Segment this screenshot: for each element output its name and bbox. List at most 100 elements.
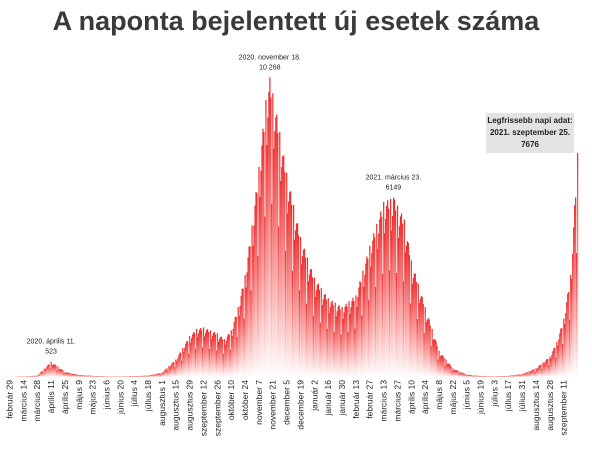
daily-bar [471, 375, 473, 377]
daily-bar [344, 306, 346, 377]
daily-bar [562, 344, 564, 377]
daily-bar [170, 365, 172, 377]
daily-bar [126, 376, 128, 377]
peak-annotation: 6149 [386, 185, 402, 192]
daily-bar [337, 306, 339, 377]
daily-bar [25, 376, 28, 377]
daily-bar [218, 339, 221, 378]
daily-bar [519, 374, 521, 377]
daily-bar [568, 291, 570, 377]
daily-bar [574, 205, 576, 377]
daily-bar [235, 316, 237, 377]
daily-bar [385, 218, 387, 377]
daily-bar [57, 366, 59, 377]
daily-bar [395, 272, 398, 377]
daily-bar [424, 307, 426, 377]
latest-value-callout-text: 7676 [521, 140, 539, 149]
daily-bar [400, 213, 403, 377]
daily-bar [567, 293, 569, 377]
daily-bar [467, 375, 469, 377]
daily-bar [264, 216, 266, 377]
daily-bar [357, 297, 359, 378]
daily-bar [169, 367, 171, 377]
daily-bar [559, 333, 561, 377]
daily-bar [148, 375, 150, 377]
daily-bar [401, 223, 404, 377]
daily-bar [244, 274, 246, 377]
daily-bar [483, 376, 486, 377]
daily-bar [305, 303, 308, 377]
daily-bar [220, 336, 223, 377]
daily-bar [63, 373, 65, 377]
daily-bar [58, 369, 60, 377]
daily-bar [140, 375, 142, 377]
daily-bar [480, 376, 482, 378]
daily-bar [434, 339, 436, 377]
daily-bar [378, 233, 380, 377]
daily-bar [292, 271, 294, 377]
daily-bar [469, 375, 471, 377]
daily-bar [262, 128, 264, 377]
daily-bar [572, 253, 574, 377]
daily-bar [487, 376, 490, 377]
daily-bar [330, 302, 332, 377]
daily-bar [108, 376, 111, 377]
daily-bar [277, 133, 279, 377]
daily-bar [238, 315, 240, 377]
daily-bar [450, 366, 452, 377]
daily-bar [322, 299, 324, 377]
daily-bar [242, 288, 244, 377]
daily-bar [459, 371, 461, 377]
daily-bar [212, 332, 215, 377]
daily-bar [146, 376, 148, 377]
daily-bar [159, 373, 161, 377]
daily-bar [207, 331, 210, 378]
daily-bar [192, 334, 194, 377]
daily-bar [290, 191, 292, 377]
daily-bar [350, 307, 352, 377]
daily-bar [138, 375, 140, 377]
daily-bar [252, 245, 254, 377]
daily-bar [123, 376, 126, 377]
daily-bar [387, 200, 389, 377]
daily-bar [463, 373, 465, 377]
daily-bar [561, 327, 563, 377]
daily-bar [551, 354, 553, 378]
daily-bar [436, 346, 438, 378]
daily-bar [324, 293, 326, 378]
daily-bar [514, 374, 516, 377]
daily-bar [398, 226, 401, 377]
daily-bar [348, 301, 350, 377]
daily-bar [447, 363, 449, 377]
daily-bar [493, 376, 496, 377]
daily-bar [282, 156, 284, 377]
daily-bar [180, 352, 182, 377]
daily-bar [269, 77, 271, 378]
daily-bar [230, 330, 232, 377]
daily-bar [246, 272, 248, 378]
daily-bar [550, 358, 552, 377]
daily-bar [274, 131, 276, 377]
daily-bar [554, 347, 556, 377]
daily-bar [237, 307, 239, 377]
chart-title: A naponta bejelentett új esetek száma [52, 6, 540, 36]
daily-bar [560, 328, 562, 377]
daily-bar [311, 277, 314, 377]
daily-bar [531, 370, 533, 377]
daily-bar [475, 375, 477, 377]
daily-bar [250, 290, 252, 377]
x-tick-label: március 14 [18, 380, 28, 422]
daily-bar [200, 330, 203, 377]
daily-bar [257, 256, 259, 377]
peak-annotation: 2020. április 11. [27, 339, 76, 346]
daily-bar [93, 376, 95, 377]
daily-bar [405, 245, 408, 377]
daily-bar [48, 364, 50, 377]
x-tick-label: június 20 [115, 380, 125, 415]
daily-bar [548, 365, 550, 377]
daily-bar [137, 375, 139, 377]
daily-bar [196, 328, 198, 378]
daily-bar [191, 338, 193, 378]
daily-bar [314, 296, 317, 377]
daily-bar [413, 273, 415, 377]
